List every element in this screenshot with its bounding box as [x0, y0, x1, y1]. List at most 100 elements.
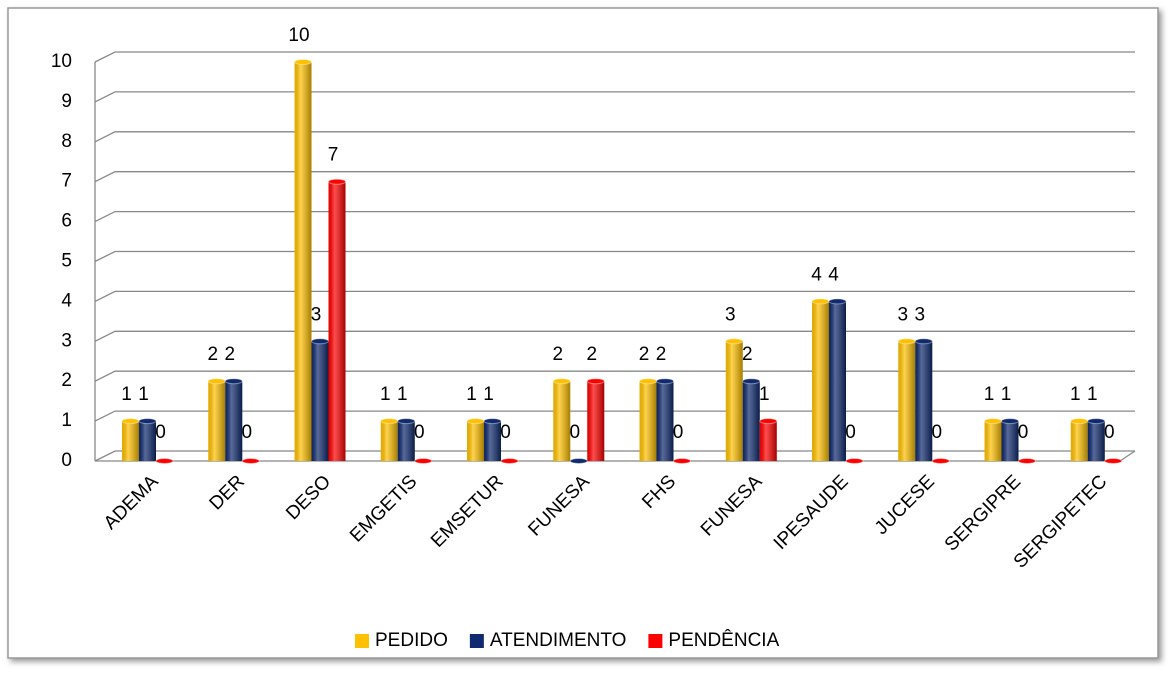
bar-shade [484, 421, 501, 461]
data-label: 0 [414, 422, 425, 443]
grid-line [94, 51, 1135, 63]
bar-shade [328, 181, 346, 461]
bar-cap [1001, 418, 1019, 425]
bar-shade [467, 421, 484, 461]
data-label: 2 [552, 344, 563, 365]
y-tick-label: 3 [61, 330, 72, 351]
bar-cap [311, 338, 329, 345]
legend-swatch [648, 634, 663, 648]
bar-cap [828, 298, 847, 305]
bar-cap [155, 458, 174, 464]
bar-cap [673, 458, 691, 464]
bar-shade [1087, 421, 1105, 461]
data-label: 0 [931, 422, 942, 443]
bar-shade [829, 301, 846, 461]
bar-cap [207, 378, 226, 385]
bar-shade [397, 421, 415, 461]
y-tick-label: 1 [61, 410, 72, 431]
grid-line [94, 91, 1135, 103]
bar-shade [742, 381, 760, 461]
bar-cap [931, 458, 950, 464]
bar-shade [311, 341, 329, 461]
data-label: 3 [914, 304, 925, 325]
bar-shade [915, 341, 933, 461]
grid-line [94, 250, 1135, 263]
bar-cap [639, 378, 657, 385]
data-label: 1 [984, 384, 995, 405]
data-label: 1 [1070, 384, 1081, 405]
bar-shade [639, 381, 657, 461]
bar-cap [483, 418, 502, 425]
bar-shade [553, 381, 571, 461]
y-tick-label: 2 [61, 370, 72, 391]
data-label: 0 [569, 422, 580, 443]
data-label: 1 [1001, 384, 1012, 405]
bar-cap [500, 458, 519, 464]
y-tick-label: 10 [51, 51, 72, 72]
grid-line [94, 370, 1135, 382]
data-label: 1 [483, 384, 494, 405]
bar-cap [414, 458, 433, 464]
grid-line [94, 290, 1135, 302]
legend-label: ATENDIMENTO [490, 630, 627, 651]
data-label: 1 [121, 384, 132, 405]
grid-line [94, 330, 1135, 342]
data-label: 10 [288, 25, 309, 46]
bar-shade [380, 421, 398, 461]
data-label: 2 [656, 344, 667, 365]
bar-cap [759, 418, 778, 425]
data-label: 0 [673, 422, 684, 443]
bar-cap [811, 298, 830, 305]
y-tick-label: 0 [61, 450, 72, 471]
bar-cap [586, 378, 605, 385]
y-tick-label: 8 [61, 131, 72, 152]
data-label: 2 [586, 344, 597, 365]
data-label: 1 [397, 384, 408, 405]
data-label: 1 [759, 384, 770, 405]
bar-cap [241, 458, 260, 464]
bar-shade [656, 381, 674, 461]
legend-swatch [469, 634, 484, 648]
grid-line [94, 410, 1135, 422]
data-label: 2 [742, 344, 753, 365]
bar-shade [725, 341, 743, 461]
bar-shade [984, 421, 1002, 461]
data-label: 3 [725, 304, 736, 325]
data-label: 1 [1087, 384, 1098, 405]
data-label: 4 [828, 264, 839, 285]
bar-shade [587, 381, 605, 461]
grid-line [94, 210, 1135, 223]
legend-label: PEDIDO [375, 630, 448, 651]
bar-cap [224, 378, 243, 385]
data-label: 1 [138, 384, 149, 405]
bar-cap [1070, 418, 1089, 425]
data-label: 0 [155, 422, 166, 443]
bar-cap [466, 418, 485, 425]
y-tick-label: 5 [61, 251, 72, 272]
bar-cap [914, 338, 933, 345]
grid-line [94, 171, 1135, 183]
bar-cap [897, 338, 916, 345]
bar-cap [138, 418, 157, 425]
bar-cap [656, 378, 674, 385]
y-tick-label: 4 [61, 290, 72, 311]
legend-swatch [355, 634, 369, 648]
bar-cap [121, 418, 140, 425]
data-label: 2 [207, 344, 218, 365]
grid-line [94, 131, 1135, 143]
bar-cap [294, 59, 312, 65]
bar-cap [552, 378, 571, 385]
bar-shade [208, 381, 226, 461]
bar-shade [1070, 421, 1088, 461]
data-label: 3 [897, 304, 908, 325]
bar-shade [294, 62, 312, 461]
legend-label: PENDÊNCIA [668, 629, 779, 651]
data-label: 3 [311, 304, 322, 325]
y-tick-label: 6 [61, 211, 72, 232]
data-label: 0 [241, 422, 252, 443]
bar-cap [1018, 458, 1036, 464]
data-label: 4 [811, 264, 822, 285]
bar-shade [1001, 421, 1019, 461]
bar-cap [1087, 418, 1106, 425]
